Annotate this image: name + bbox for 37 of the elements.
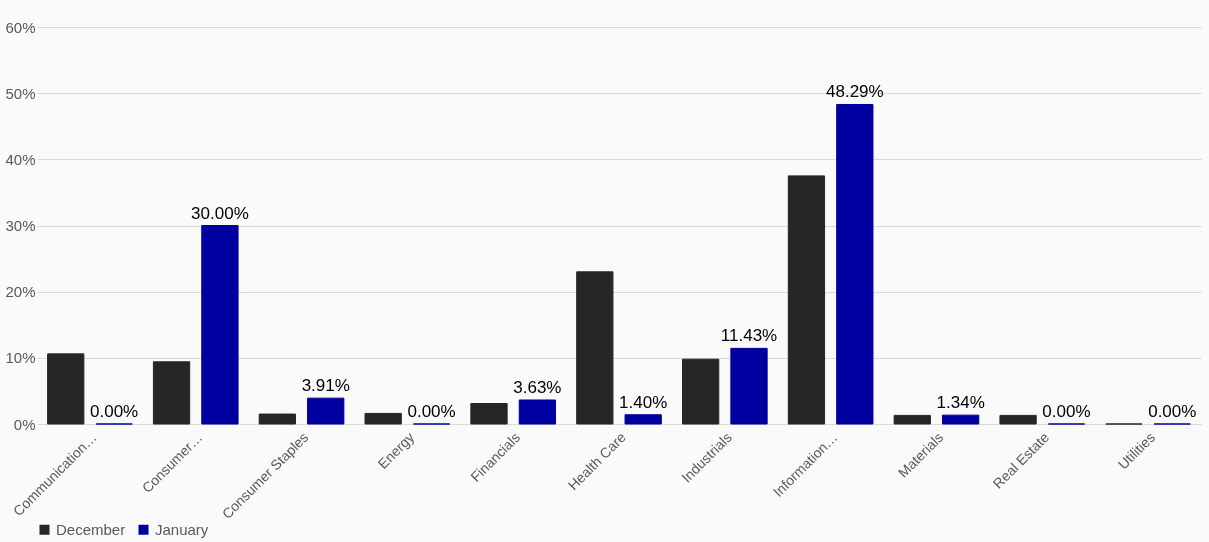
bar [152, 361, 191, 425]
data-label: 1.40% [619, 392, 668, 412]
data-label: 11.43% [720, 326, 778, 346]
data-label: 0.00% [1148, 402, 1197, 421]
y-tick-label: 10% [5, 349, 36, 367]
bar [787, 175, 826, 425]
data-label: 48.29% [825, 82, 884, 102]
data-label: 3.91% [301, 376, 350, 396]
bar [258, 413, 296, 425]
y-tick-label: 0% [13, 415, 36, 433]
legend-label: January [155, 520, 209, 538]
bar [681, 358, 720, 425]
bar [364, 412, 402, 425]
bar [836, 103, 874, 425]
y-tick-label: 30% [5, 217, 36, 234]
bar [893, 414, 931, 425]
y-tick-label: 60% [5, 18, 36, 36]
bar [201, 225, 239, 425]
data-label: 0.00% [89, 402, 139, 421]
bar [47, 353, 85, 425]
bar [730, 347, 768, 425]
bar [942, 414, 980, 425]
bar [624, 414, 662, 425]
bar [999, 414, 1037, 425]
data-label: 1.34% [936, 393, 985, 413]
bar [576, 271, 614, 425]
bar [470, 402, 508, 425]
bar [518, 399, 557, 425]
legend-label: December [56, 520, 126, 538]
y-tick-label: 20% [5, 283, 36, 301]
bar [307, 397, 345, 425]
data-label: 30.00% [191, 203, 249, 223]
data-label: 0.00% [1042, 402, 1091, 421]
y-tick-label: 50% [5, 84, 36, 102]
data-label: 0.00% [407, 402, 456, 421]
y-tick-label: 40% [5, 150, 36, 168]
data-label: 3.63% [513, 377, 562, 397]
